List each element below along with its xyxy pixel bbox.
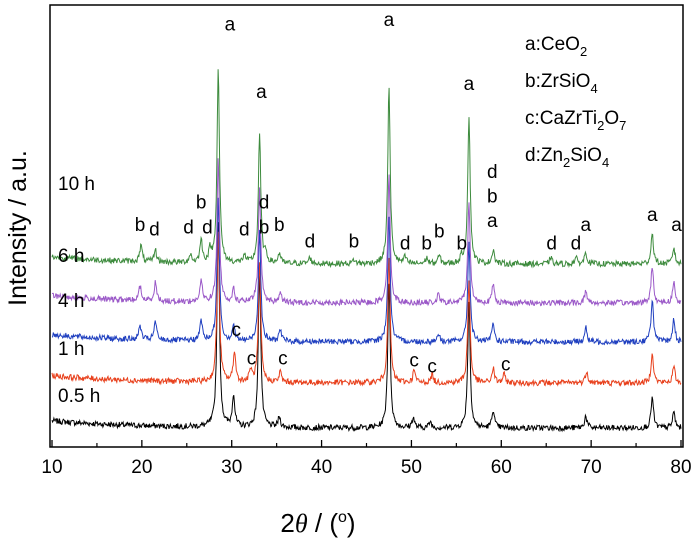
peak-annotation: d — [259, 193, 270, 214]
legend-formula-part: O — [604, 108, 619, 129]
legend-entry: c:CaZrTi2O7 — [525, 108, 626, 133]
legend-letter: c — [525, 108, 535, 129]
peak-annotation: c — [409, 351, 419, 372]
peak-annotation: a — [647, 205, 658, 226]
peak-annotation: b — [196, 193, 207, 214]
x-tick-label: 40 — [311, 457, 332, 478]
peak-annotation: d — [239, 219, 250, 240]
x-axis-label-prefix: 2 — [280, 508, 294, 538]
legend-colon: : — [535, 108, 540, 129]
x-axis-ticks: 10 20 30 40 50 60 70 80 — [41, 440, 692, 478]
legend-formula: CaZrTi — [540, 108, 597, 129]
x-tick-label: 50 — [401, 457, 422, 478]
peak-annotation: d — [487, 162, 498, 183]
peak-annotation: a — [225, 14, 236, 35]
legend-subscript: 2 — [580, 44, 587, 59]
peak-annotation: d — [305, 232, 316, 253]
series-labels: 0.5 h 1 h 4 h 6 h 10 h — [58, 174, 100, 407]
series-line — [51, 197, 682, 347]
legend-subscript: 4 — [602, 155, 609, 170]
y-axis-label: Intensity / a.u. — [4, 150, 32, 306]
peak-annotation: b — [135, 215, 146, 236]
legend-formula-part: SiO — [570, 145, 602, 166]
legend-letter: a — [525, 34, 536, 55]
peak-annotation: a — [464, 74, 475, 95]
x-axis-label-close: ) — [347, 508, 356, 538]
legend-colon: : — [536, 34, 541, 55]
legend-subscript: 2 — [563, 155, 570, 170]
legend-formula: ZrSiO — [541, 71, 591, 92]
legend-letter: d — [525, 145, 536, 166]
x-tick-label: 70 — [581, 457, 602, 478]
series-label: 4 h — [58, 291, 84, 312]
series-line — [51, 158, 682, 307]
peak-annotation: a — [384, 10, 395, 31]
x-tick-label: 10 — [41, 457, 62, 478]
legend-subscript: 7 — [619, 118, 626, 133]
peak-annotation: c — [278, 348, 288, 369]
x-axis-label: 2θ / (o) — [280, 508, 355, 538]
peak-annotation: b — [456, 234, 467, 255]
series-line — [51, 231, 682, 388]
legend-letter: b — [525, 71, 536, 92]
series-label: 6 h — [58, 246, 84, 267]
legend-entry: a:CeO2 — [525, 34, 587, 59]
legend-formula: Zn — [541, 145, 563, 166]
x-axis-label-suffix: / ( — [308, 508, 339, 538]
legend-subscript: 4 — [590, 81, 597, 96]
peak-annotation: a — [487, 211, 498, 232]
series-line — [51, 69, 682, 269]
peak-annotation: b — [349, 232, 360, 253]
peak-annotation: b — [487, 187, 498, 208]
peak-annotation: c — [427, 357, 437, 378]
peak-annotation: a — [671, 215, 682, 236]
legend-subscript: 2 — [597, 118, 604, 133]
peak-annotation: b — [259, 217, 270, 238]
peak-annotation: a — [256, 82, 267, 103]
series-label: 1 h — [58, 339, 84, 360]
peak-annotation: b — [274, 215, 285, 236]
x-tick-label: 30 — [221, 457, 242, 478]
peak-annotation: c — [231, 320, 241, 341]
x-tick-label: 80 — [670, 457, 691, 478]
x-tick-label: 20 — [131, 457, 152, 478]
x-axis-label-theta: θ — [295, 509, 308, 538]
peak-annotation: c — [247, 348, 257, 369]
x-axis-label-degree: o — [338, 509, 347, 526]
legend-entry: b:ZrSiO4 — [525, 71, 598, 96]
legend-colon: : — [536, 145, 541, 166]
peak-annotation: c — [501, 355, 511, 376]
x-tick-label: 60 — [491, 457, 512, 478]
peak-annotation: a — [580, 215, 591, 236]
peak-annotation: b — [434, 221, 445, 242]
legend-colon: : — [536, 71, 541, 92]
series-curves — [51, 69, 682, 433]
legend-formula: CeO — [541, 34, 580, 55]
peak-annotation: d — [546, 234, 557, 255]
peak-annotation: d — [202, 217, 213, 238]
legend-entry: d:Zn2SiO4 — [525, 145, 609, 170]
series-label: 0.5 h — [58, 386, 100, 407]
peak-annotation: b — [421, 234, 432, 255]
peak-annotation: d — [149, 219, 160, 240]
series-label: 10 h — [58, 174, 95, 195]
peak-annotation: d — [400, 234, 411, 255]
peak-annotation: d — [183, 217, 194, 238]
peak-annotation: d — [571, 234, 582, 255]
series-line — [51, 222, 682, 433]
